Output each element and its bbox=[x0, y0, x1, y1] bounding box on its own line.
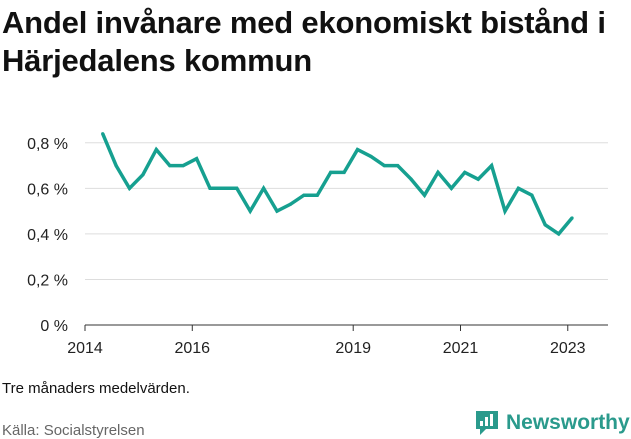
data-point bbox=[570, 216, 574, 220]
x-axis-ticks: 2014 2016 2019 2021 2023 bbox=[67, 325, 586, 357]
data-point bbox=[369, 154, 373, 159]
data-point bbox=[342, 170, 346, 174]
x-tick-label: 2023 bbox=[550, 340, 586, 357]
data-point bbox=[489, 163, 494, 168]
data-point bbox=[543, 223, 547, 227]
x-tick-label: 2014 bbox=[67, 340, 103, 357]
data-point bbox=[329, 170, 333, 174]
x-tick-label: 2021 bbox=[443, 340, 479, 357]
data-point bbox=[114, 163, 118, 168]
x-tick-label: 2016 bbox=[174, 340, 210, 357]
data-point bbox=[530, 193, 534, 197]
data-point bbox=[516, 186, 521, 190]
source-credit: Källa: Socialstyrelsen bbox=[2, 422, 145, 439]
chart-note: Tre månaders medelvärden. bbox=[2, 380, 190, 397]
data-point bbox=[101, 132, 105, 136]
data-point bbox=[194, 157, 199, 161]
data-point bbox=[208, 186, 212, 190]
data-point bbox=[382, 163, 386, 168]
y-tick-label: 0,6 % bbox=[27, 181, 68, 198]
brand-name: Newsworthy bbox=[506, 411, 630, 434]
newsworthy-logo-icon bbox=[476, 411, 498, 435]
y-axis-ticks: 0 % 0,2 % 0,4 % 0,6 % 0,8 % bbox=[27, 136, 68, 335]
data-point bbox=[127, 186, 132, 190]
y-tick-label: 0 % bbox=[40, 318, 68, 335]
data-point bbox=[275, 209, 279, 213]
data-point bbox=[262, 186, 266, 190]
data-point bbox=[355, 148, 360, 152]
data-point bbox=[557, 232, 561, 236]
data-point bbox=[288, 202, 293, 206]
data-point bbox=[168, 163, 172, 168]
series-line bbox=[101, 133, 574, 237]
data-point bbox=[476, 177, 480, 181]
data-point bbox=[422, 193, 427, 197]
newsworthy-logo: Newsworthy bbox=[474, 409, 630, 437]
y-tick-label: 0,4 % bbox=[27, 227, 68, 244]
data-point bbox=[463, 170, 467, 174]
y-tick-label: 0,8 % bbox=[27, 136, 68, 153]
x-tick-label: 2019 bbox=[335, 340, 371, 357]
series-layer bbox=[101, 132, 574, 237]
data-point bbox=[221, 186, 225, 190]
data-point bbox=[248, 209, 252, 213]
data-point bbox=[302, 193, 306, 197]
data-point bbox=[181, 163, 185, 168]
data-point bbox=[449, 186, 453, 190]
data-point bbox=[154, 148, 158, 152]
y-tick-label: 0,2 % bbox=[27, 272, 68, 289]
data-point bbox=[396, 163, 400, 168]
chart-title: Andel invånare med ekonomiskt bistånd i … bbox=[2, 5, 606, 78]
data-point bbox=[235, 186, 239, 190]
data-point bbox=[141, 173, 145, 177]
data-point bbox=[436, 170, 440, 174]
data-point bbox=[409, 177, 413, 181]
data-point bbox=[503, 209, 507, 213]
data-point bbox=[315, 193, 319, 197]
